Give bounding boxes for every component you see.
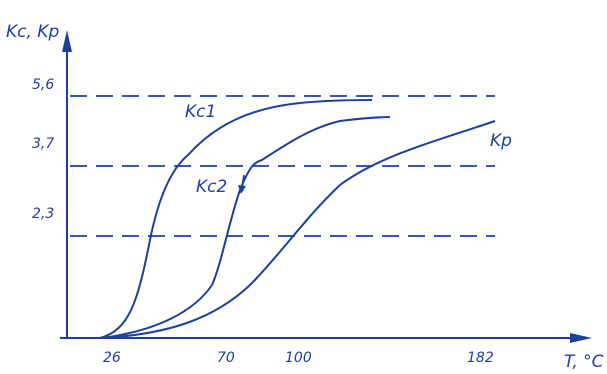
y-axis-arrow: [62, 30, 72, 52]
series-line-kc2: [102, 116, 391, 339]
series-line-kp: [102, 120, 496, 339]
series-label-kc1: Kc1: [185, 102, 216, 122]
series-label-kc2: Kc2: [196, 177, 227, 197]
y-axis-title: Kc, Kp: [6, 22, 59, 42]
series-line-kc1: [99, 99, 373, 339]
series-label-kp: Kp: [490, 131, 512, 151]
x-tick-label: 100: [285, 350, 312, 366]
x-axis-arrow: [570, 333, 592, 343]
x-tick-label: 182: [467, 350, 494, 366]
y-tick-label: 3,7: [32, 136, 54, 152]
x-tick-label: 70: [217, 350, 235, 366]
y-tick-label: 2,3: [32, 206, 54, 222]
y-tick-label: 5,6: [32, 77, 54, 93]
x-tick-label: 26: [103, 350, 121, 366]
kc2-label-arrowhead: [238, 185, 246, 194]
x-axis-title: T, °C: [564, 352, 604, 372]
